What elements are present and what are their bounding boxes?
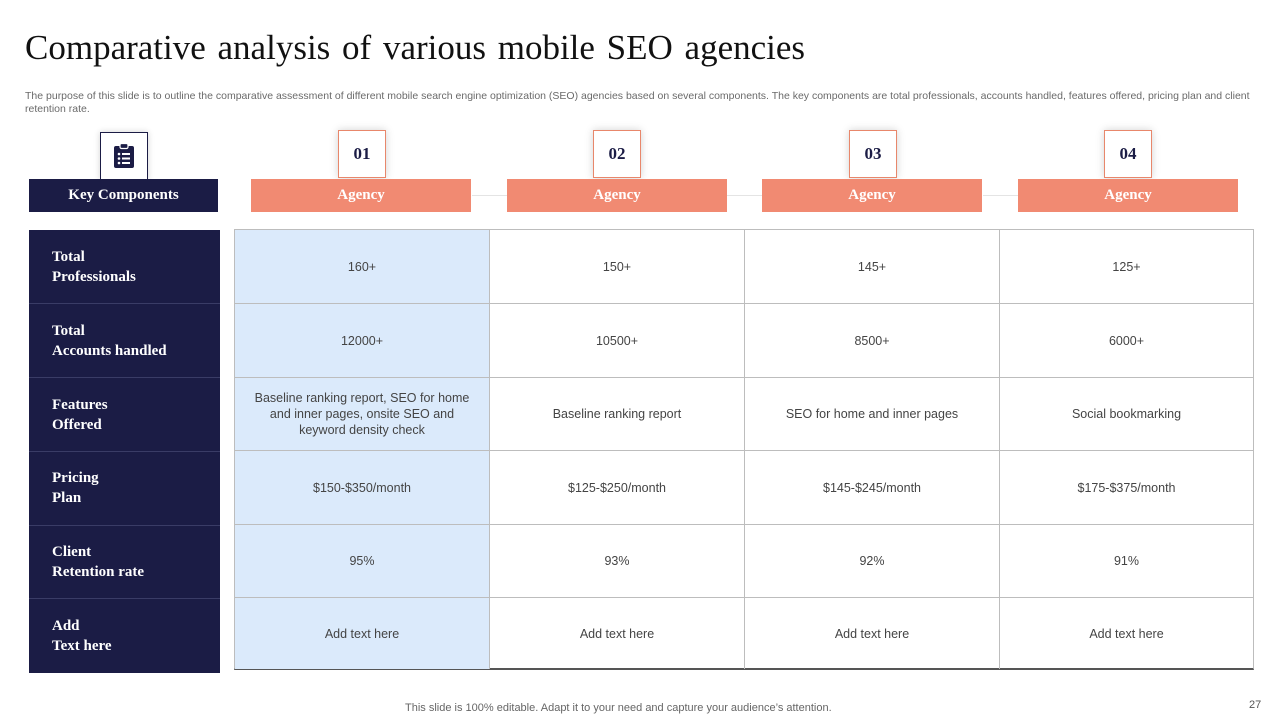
table-cell: $145-$245/month xyxy=(823,480,921,495)
comparison-table: 160+ 150+ 145+ 125+ 12000+ 10500+ 8500+ … xyxy=(234,229,1254,670)
key-components-icon-box xyxy=(100,132,148,180)
slide-footer: This slide is 100% editable. Adapt it to… xyxy=(405,702,832,714)
table-cell: 6000+ xyxy=(1108,333,1145,348)
key-components-column: Total Professionals Total Accounts handl… xyxy=(29,230,220,673)
agency-header-4: Agency xyxy=(1018,179,1238,212)
row-divider xyxy=(29,525,220,526)
row-divider xyxy=(235,377,1253,378)
table-cell: 93% xyxy=(604,554,630,568)
component-label: Total Accounts handled xyxy=(52,322,167,359)
clipboard-list-icon xyxy=(114,143,134,168)
table-cell: 145+ xyxy=(857,259,887,274)
table-cell: Add text here xyxy=(579,626,655,641)
row-divider xyxy=(29,451,220,452)
slide-subtitle: The purpose of this slide is to outline … xyxy=(25,90,1250,115)
table-cell: Baseline ranking report xyxy=(552,407,682,421)
table-cell: $150-$350/month xyxy=(235,451,489,524)
table-cell: 91% xyxy=(1113,554,1140,568)
component-label: Pricing Plan xyxy=(52,469,99,506)
table-cell: 8500+ xyxy=(854,333,890,348)
component-label: Add Text here xyxy=(52,617,112,654)
agency-number-2: 02 xyxy=(593,130,641,178)
table-cell: 92% xyxy=(859,554,885,568)
table-cell: 12000+ xyxy=(235,304,489,377)
slide-title: Comparative analysis of various mobile S… xyxy=(25,28,806,67)
agency-header-2: Agency xyxy=(507,179,727,212)
agency-number-4: 04 xyxy=(1104,130,1152,178)
table-cell: SEO for home and inner pages xyxy=(785,407,959,421)
table-cell: Baseline ranking report, SEO for home an… xyxy=(235,378,489,450)
table-cell: 95% xyxy=(235,525,489,597)
header-connector xyxy=(727,195,762,196)
header-connector xyxy=(983,195,1018,196)
row-divider xyxy=(29,377,220,378)
table-cell: Add text here xyxy=(1089,626,1164,641)
table-cell: Social bookmarking xyxy=(1071,407,1182,421)
row-divider xyxy=(29,598,220,599)
table-cell: 125+ xyxy=(1112,259,1141,274)
header-connector xyxy=(472,195,507,196)
column-divider xyxy=(489,230,490,669)
agency-header-1: Agency xyxy=(251,179,471,212)
component-label: Total Professionals xyxy=(52,248,136,285)
agency-number-1: 01 xyxy=(338,130,386,178)
table-cell: Add text here xyxy=(834,626,910,641)
column-divider xyxy=(999,230,1000,669)
agency-number-3: 03 xyxy=(849,130,897,178)
row-divider xyxy=(235,597,1253,598)
row-divider xyxy=(29,303,220,304)
table-cell: $125-$250/month xyxy=(568,480,666,495)
table-cell: $175-$375/month xyxy=(1077,480,1176,495)
key-components-header: Key Components xyxy=(29,179,218,212)
table-cell: 150+ xyxy=(602,259,632,274)
agency-header-3: Agency xyxy=(762,179,982,212)
row-divider xyxy=(235,450,1253,451)
row-divider xyxy=(235,303,1253,304)
table-cell: 10500+ xyxy=(595,333,639,348)
table-cell: 160+ xyxy=(235,230,489,303)
row-divider xyxy=(235,524,1253,525)
component-label: Client Retention rate xyxy=(52,543,145,580)
table-cell: Add text here xyxy=(235,598,489,669)
column-divider xyxy=(744,230,745,669)
page-number: 27 xyxy=(1249,699,1262,711)
component-label: Features Offered xyxy=(52,396,108,433)
